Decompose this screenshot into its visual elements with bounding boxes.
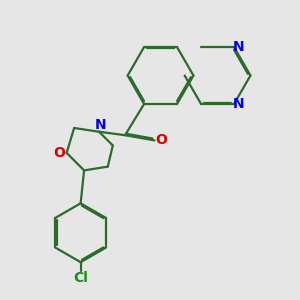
Text: Cl: Cl bbox=[73, 272, 88, 286]
Text: N: N bbox=[232, 40, 244, 54]
Text: N: N bbox=[95, 118, 106, 132]
Text: O: O bbox=[53, 146, 65, 160]
Text: N: N bbox=[232, 97, 244, 111]
Text: O: O bbox=[155, 134, 167, 147]
